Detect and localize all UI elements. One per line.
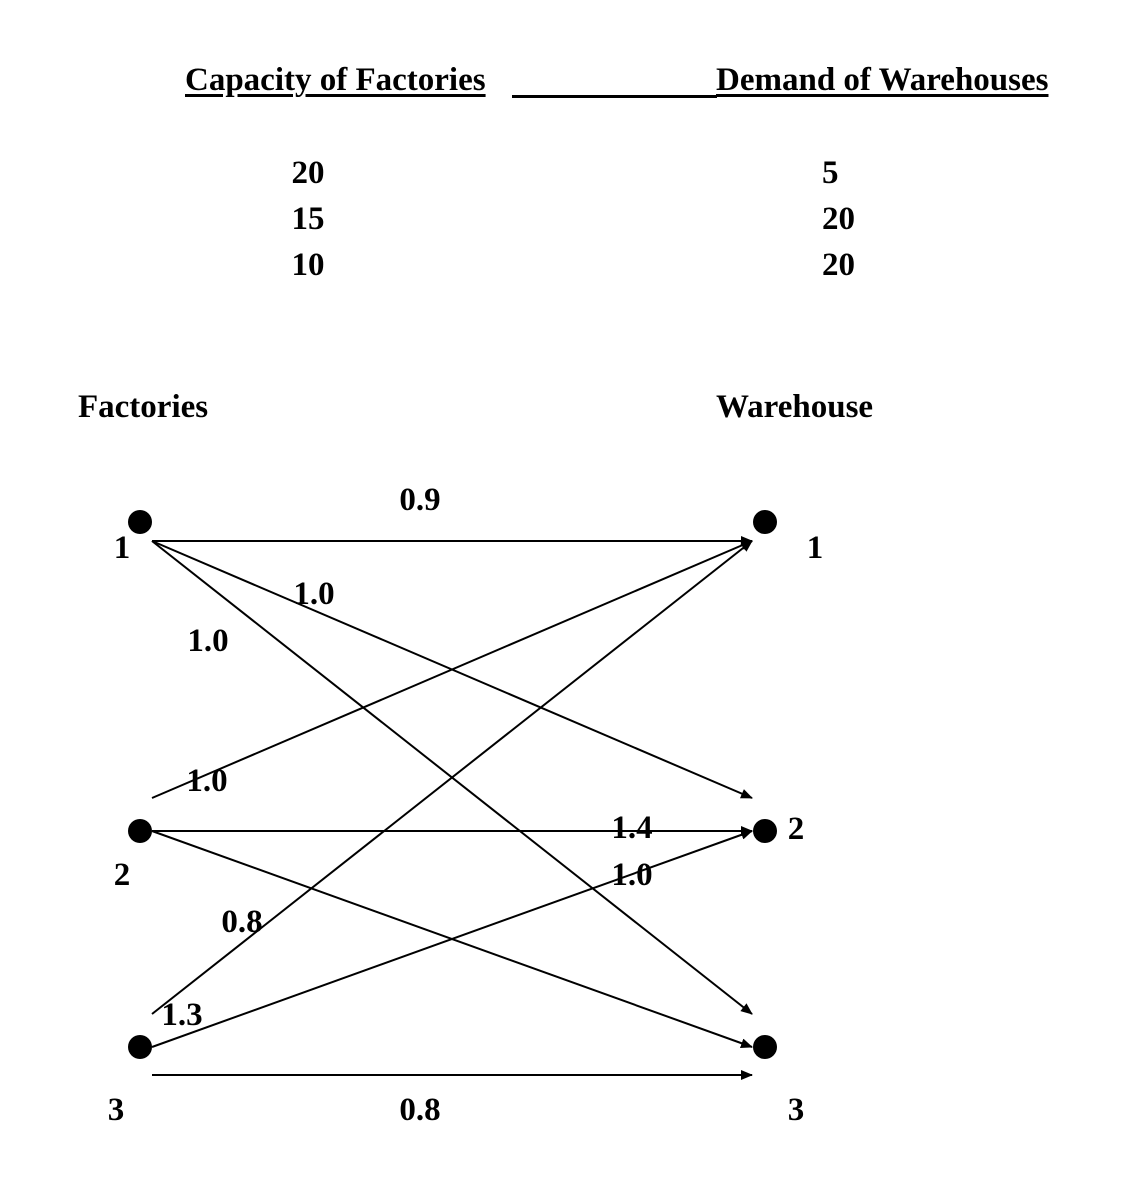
capacity-value: 20 bbox=[291, 155, 325, 191]
factory-label-1: 1 bbox=[114, 530, 131, 566]
edge-cost-label: 1.0 bbox=[611, 857, 652, 893]
demand-header: Demand of Warehouses bbox=[716, 62, 1049, 98]
edge-cost-label: 1.0 bbox=[186, 763, 227, 799]
warehouse-title: Warehouse bbox=[716, 389, 874, 425]
factory-node-1 bbox=[128, 510, 152, 534]
warehouse-node-2 bbox=[753, 819, 777, 843]
factory-node-2 bbox=[128, 819, 152, 843]
warehouse-node-3 bbox=[753, 1035, 777, 1059]
edge-f3-w1 bbox=[151, 540, 753, 1015]
warehouse-label-1: 1 bbox=[807, 530, 824, 566]
demand-value: 20 bbox=[822, 201, 855, 237]
edge-cost-label: 0.8 bbox=[399, 1092, 440, 1128]
capacity-value: 10 bbox=[291, 247, 325, 283]
factories-title: Factories bbox=[78, 389, 209, 425]
edge-cost-label: 1.0 bbox=[293, 576, 334, 612]
edge-f2-w1 bbox=[151, 540, 753, 799]
warehouse-node-1 bbox=[753, 510, 777, 534]
demand-value: 5 bbox=[822, 155, 839, 191]
demand-value: 20 bbox=[822, 247, 855, 283]
warehouse-label-2: 2 bbox=[788, 811, 805, 847]
capacity-header: Capacity of Factories bbox=[185, 62, 486, 98]
factory-node-3 bbox=[128, 1035, 152, 1059]
capacity-value: 15 bbox=[291, 201, 325, 237]
factory-label-2: 2 bbox=[114, 857, 131, 893]
edge-cost-label: 1.4 bbox=[611, 810, 652, 846]
edge-cost-label: 0.8 bbox=[221, 904, 262, 940]
header-rule bbox=[512, 95, 717, 98]
edge-cost-label: 0.9 bbox=[399, 482, 440, 518]
edge-cost-label: 1.0 bbox=[187, 623, 228, 659]
edge-f3-w2 bbox=[151, 830, 753, 1048]
factory-label-3: 3 bbox=[108, 1092, 125, 1128]
edge-cost-label: 1.3 bbox=[161, 997, 202, 1033]
warehouse-label-3: 3 bbox=[788, 1092, 805, 1128]
